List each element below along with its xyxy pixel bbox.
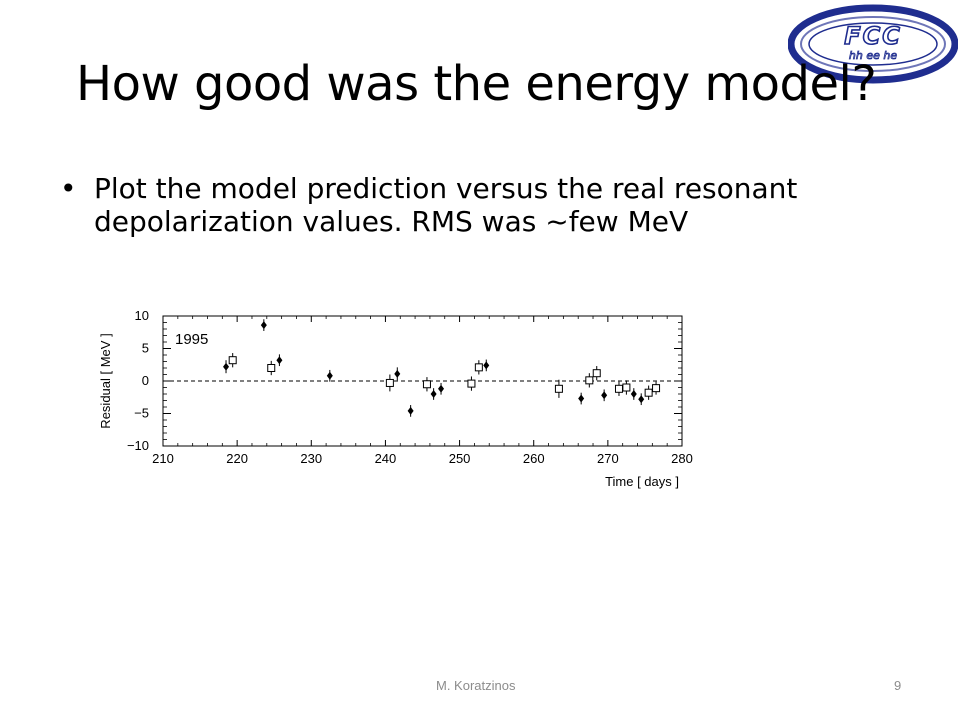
logo-text-sub: hh ee he <box>849 49 897 62</box>
fcc-logo: FCC hh ee he <box>788 4 958 84</box>
data-point-open <box>228 356 237 365</box>
data-point-filled <box>483 361 490 370</box>
footer-author: M. Koratzinos <box>436 678 516 693</box>
data-point-filled <box>407 406 414 415</box>
page-number: 9 <box>894 678 902 693</box>
x-tick-label: 280 <box>671 451 693 466</box>
data-point-filled <box>438 384 445 393</box>
logo-text-main: FCC <box>844 22 902 50</box>
data-point-filled <box>630 390 637 398</box>
x-tick-label: 230 <box>300 451 322 466</box>
y-tick-label: −5 <box>134 406 149 421</box>
y-tick-label: 0 <box>142 373 149 388</box>
y-tick-label: 5 <box>142 341 149 356</box>
data-point-filled <box>430 390 437 398</box>
data-point-open <box>585 376 594 385</box>
data-point-filled <box>326 371 333 380</box>
y-tick-label: 10 <box>135 308 149 323</box>
data-point-filled <box>260 321 267 330</box>
bullet-icon: • <box>60 172 77 205</box>
data-point-filled <box>601 391 608 400</box>
x-axis-label: Time [ days ] <box>605 474 679 489</box>
data-point-open <box>467 379 476 388</box>
x-tick-label: 260 <box>523 451 545 466</box>
data-point-open <box>267 364 276 372</box>
x-tick-label: 270 <box>597 451 619 466</box>
data-point-filled <box>578 394 585 403</box>
data-point-open <box>622 383 631 392</box>
y-tick-label: −10 <box>127 438 149 453</box>
slide-title: How good was the energy model? <box>76 56 877 112</box>
data-point-open <box>644 388 653 397</box>
data-point-open <box>614 384 623 393</box>
data-point-open <box>652 384 661 393</box>
x-tick-label: 220 <box>226 451 248 466</box>
x-tick-label: 210 <box>152 451 174 466</box>
data-point-open <box>422 380 431 389</box>
data-point-filled <box>276 356 283 365</box>
data-point-open <box>554 384 563 393</box>
data-point-open <box>592 369 601 378</box>
residual-chart: 210 220 230 240 250 260 270 280 10 5 0 −5 −10 Residua… <box>98 308 693 489</box>
data-point-filled <box>638 395 645 404</box>
data-point-filled <box>223 362 230 371</box>
data-point-open <box>474 363 483 372</box>
year-annotation: 1995 <box>175 331 208 348</box>
x-tick-label: 250 <box>449 451 471 466</box>
bullet-list: • Plot the model prediction versus the r… <box>60 172 800 238</box>
data-point-open <box>385 378 394 387</box>
y-axis-label: Residual [ MeV ] <box>98 333 113 428</box>
bullet-text: Plot the model prediction versus the rea… <box>94 172 798 238</box>
bullet-item: • Plot the model prediction versus the r… <box>60 172 800 238</box>
x-tick-label: 240 <box>375 451 397 466</box>
data-point-filled <box>394 369 401 378</box>
